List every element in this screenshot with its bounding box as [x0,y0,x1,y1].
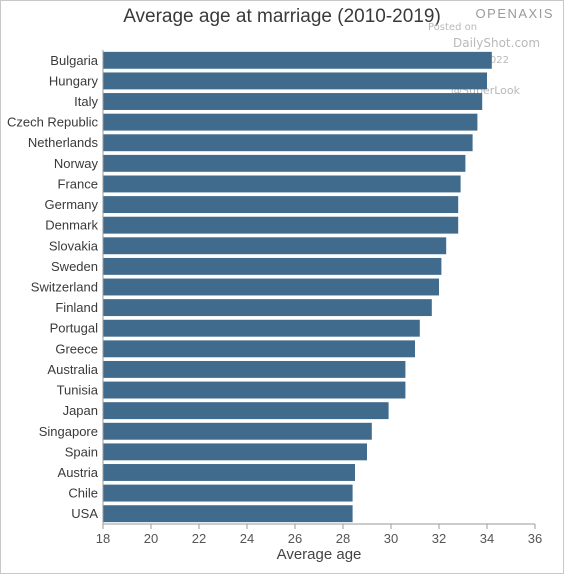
x-tick-label: 30 [384,531,398,546]
bar-italy [103,93,483,110]
x-tick-label: 22 [192,531,206,546]
bar-germany [103,196,459,214]
category-label: Slovakia [49,238,99,253]
category-label: France [58,176,98,191]
x-tick-label: 32 [432,531,446,546]
x-tick-label: 36 [528,531,542,546]
bar-denmark [103,216,459,234]
bar-greece [103,340,415,358]
bar-usa [103,505,353,523]
bar-japan [103,402,389,420]
category-label: Portugal [50,321,99,336]
category-label: Denmark [45,218,98,233]
category-label: Norway [54,156,99,171]
bar-czech-republic [103,113,478,131]
bar-slovakia [103,237,447,255]
bar-norway [103,154,466,172]
category-label: Bulgaria [50,53,98,68]
chart-title: Average age at marriage (2010-2019) [123,6,441,27]
category-label: Switzerland [31,280,98,295]
brand-logo: OPENAXIS [475,6,554,21]
bar-portugal [103,319,420,337]
category-label: Sweden [51,259,98,274]
category-label: Japan [63,403,98,418]
bar-singapore [103,422,372,440]
x-tick-label: 20 [144,531,158,546]
category-label: USA [71,506,98,521]
bar-spain [103,443,367,461]
x-tick-label: 18 [96,531,110,546]
bar-chile [103,484,353,502]
category-label: Austria [58,465,99,480]
category-label: Greece [55,341,98,356]
category-label: Netherlands [28,135,99,150]
category-label: Czech Republic [7,115,99,130]
category-label: Chile [68,486,98,501]
x-axis-title: Average age [277,546,362,563]
category-label: Italy [74,94,98,109]
x-tick-label: 26 [288,531,302,546]
category-label: Hungary [49,73,99,88]
bar-austria [103,464,355,481]
x-tick-label: 24 [240,531,254,546]
bar-hungary [103,72,487,90]
category-label: Tunisia [57,383,99,398]
bar-australia [103,360,406,378]
bar-bulgaria [103,51,492,69]
bars-group [103,51,492,523]
category-labels: Bulgaria Hungary Italy Czech Republic Nether… [7,53,99,521]
category-label: Germany [45,197,99,212]
bar-tunisia [103,381,406,399]
x-tick-label: 34 [480,531,494,546]
bar-sweden [103,257,442,275]
watermark-site: DailyShot.com [453,36,541,50]
x-axis: 18 20 22 24 26 28 30 32 34 36 [96,50,542,546]
bar-france [103,175,461,193]
category-label: Spain [65,444,98,459]
category-label: Australia [47,362,98,377]
bar-netherlands [103,134,473,152]
category-label: Finland [55,300,98,315]
bar-finland [103,299,432,317]
x-tick-label: 28 [336,531,350,546]
bar-switzerland [103,278,439,296]
watermark-posted-on: Posted on [428,22,478,33]
category-label: Singapore [39,424,98,439]
